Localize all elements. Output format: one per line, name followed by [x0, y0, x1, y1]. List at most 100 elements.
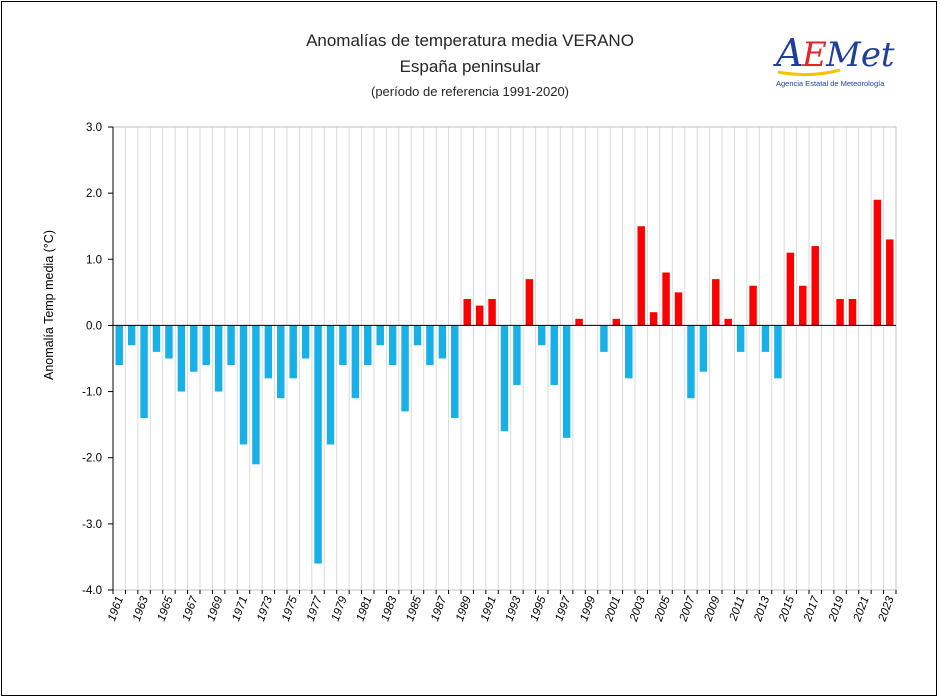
bar-2022	[873, 199, 882, 326]
bar-2013	[761, 325, 770, 352]
bar-1988	[451, 325, 459, 419]
y-axis-label: Anomalía Temp media (°C)	[42, 230, 56, 380]
x-tick-label: 2011	[727, 595, 747, 623]
chart-reference-note: (período de referencia 1991-2020)	[370, 84, 570, 99]
bar-2017	[811, 246, 819, 326]
bar-2011	[736, 325, 745, 352]
x-tick-label: 1977	[305, 594, 325, 623]
axes	[108, 126, 897, 594]
x-tick-label: 1975	[280, 594, 300, 623]
bar-2010	[724, 318, 732, 326]
x-tick-label: 1995	[529, 594, 549, 623]
bar-2005	[662, 272, 670, 326]
x-tick-label: 1991	[479, 595, 499, 623]
gridlines	[124, 127, 885, 590]
y-tick-label: 3.0	[86, 122, 102, 134]
x-tick-label: 1999	[578, 594, 598, 623]
x-tick-label: 1973	[255, 594, 275, 623]
logo-caption: Agencia Estatal de Meteorología	[776, 79, 885, 88]
y-tick-label: 0.0	[86, 320, 102, 332]
y-tick-label: -3.0	[82, 519, 102, 531]
x-tick-label: 2013	[752, 594, 773, 624]
bar-1985	[413, 325, 422, 346]
x-tick-label: 1961	[106, 595, 126, 623]
bar-1966	[177, 325, 186, 392]
y-tick-label: -2.0	[82, 453, 102, 465]
bar-1967	[190, 325, 198, 372]
bar-1992	[500, 325, 509, 432]
x-tick-label: 1989	[454, 594, 474, 623]
bar-1975	[289, 325, 297, 379]
x-tick-label: 1981	[355, 595, 375, 623]
x-tick-label: 1983	[379, 594, 399, 623]
bar-2003	[637, 226, 645, 326]
bar-1984	[401, 325, 409, 412]
bar-1994	[525, 279, 534, 326]
x-tick-label: 1967	[181, 594, 201, 623]
x-tick-label: 2023	[876, 594, 897, 624]
bar-1964	[152, 325, 161, 352]
logo-met: Met	[825, 35, 895, 75]
bar-1977	[314, 325, 322, 564]
bar-1979	[339, 325, 347, 366]
x-tick-label: 1969	[205, 594, 225, 623]
bar-1982	[376, 325, 384, 346]
aemet-logo: A E Met Agencia Estatal de Meteorología	[773, 31, 895, 88]
bar-2002	[625, 325, 633, 379]
x-tick-label: 2021	[851, 595, 871, 624]
bar-1997	[562, 325, 571, 438]
bar-2023	[886, 239, 894, 326]
x-tick-label: 1963	[131, 594, 151, 623]
bar-2007	[687, 325, 695, 399]
x-tick-label: 2001	[603, 595, 623, 624]
x-tick-label: 1987	[429, 594, 449, 623]
y-tick-label: -4.0	[82, 585, 102, 597]
bar-2006	[674, 292, 683, 326]
y-tick-label: 1.0	[86, 254, 102, 266]
bar-1990	[475, 305, 484, 326]
bar-1969	[214, 325, 223, 392]
y-tick-label: -1.0	[82, 387, 102, 399]
x-tick-label: 1993	[504, 594, 524, 623]
bar-2019	[836, 298, 844, 326]
bar-1976	[301, 325, 310, 359]
x-tick-label: 1965	[156, 594, 176, 623]
bar-1971	[239, 325, 248, 445]
x-tick-label: 2005	[653, 594, 674, 624]
bar-2015	[786, 252, 795, 326]
bar-2014	[774, 325, 782, 379]
bar-1962	[127, 325, 136, 346]
bar-1995	[538, 325, 546, 346]
bar-2001	[612, 318, 621, 326]
bar-2008	[699, 325, 708, 372]
bar-1968	[202, 325, 210, 366]
x-tick-label: 2007	[677, 594, 698, 624]
chart-subtitle: España peninsular	[399, 57, 541, 76]
logo-e: E	[801, 35, 827, 75]
bar-1991	[488, 298, 496, 326]
x-tick-label: 2019	[827, 594, 848, 624]
bar-1983	[388, 325, 397, 366]
x-tick-label: 1985	[404, 594, 424, 623]
x-tick-label: 2017	[802, 594, 823, 624]
bar-1993	[513, 325, 521, 385]
bar-1972	[252, 325, 260, 465]
x-tick-label: 1997	[553, 594, 573, 623]
bar-1970	[227, 325, 235, 366]
bar-1974	[277, 325, 285, 399]
x-tick-label: 1979	[330, 594, 350, 623]
bar-1986	[426, 325, 434, 366]
bar-1980	[351, 325, 360, 399]
logo-swoosh-yellow	[777, 68, 841, 77]
bars	[115, 199, 894, 564]
chart-title: Anomalías de temperatura media VERANO	[306, 31, 634, 50]
bar-1989	[463, 298, 471, 326]
bar-1961	[115, 325, 123, 366]
bar-2012	[749, 285, 757, 326]
bar-1963	[140, 325, 148, 419]
bar-2000	[600, 325, 608, 352]
x-tick-label: 2015	[777, 594, 798, 624]
x-tick-label: 2003	[628, 594, 649, 624]
bar-2004	[649, 312, 658, 326]
